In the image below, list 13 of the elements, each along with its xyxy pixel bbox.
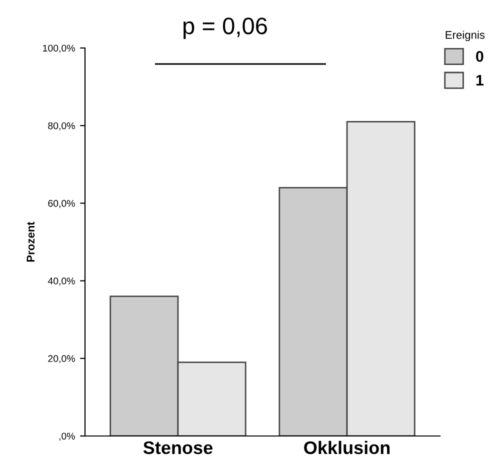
y-axis-title: Prozent [26,222,35,262]
x-tick-label: Okklusion [304,440,390,454]
text: p = 0,06 [184,18,267,40]
x-tick-label: Stenose [143,441,212,454]
y-tick-label: 100,0% [43,44,75,53]
legend-label: 1 [476,74,484,86]
y-tick-label: ,0% [59,432,75,441]
y-tick-label: 80,0% [48,122,75,130]
y-tick-label: 60,0% [48,200,75,208]
legend-title: Ereignis [446,30,485,42]
legend-label: 0 [476,51,484,62]
y-tick-label: 20,0% [48,355,75,364]
y-tick-label: 40,0% [48,278,75,286]
